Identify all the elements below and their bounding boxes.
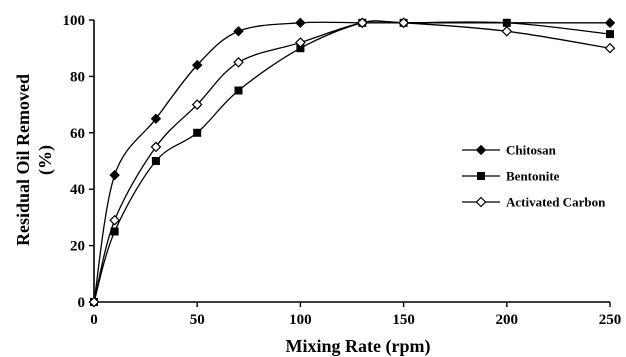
data-point-activated-carbon [398, 17, 409, 29]
data-point-bentonite [151, 157, 160, 165]
series-chitosan [88, 17, 616, 308]
y-axis-label: Residual Oil Removed [13, 74, 33, 246]
legend: Chitosan Bentonite Activated Carbon [462, 143, 606, 210]
data-point-activated-carbon [88, 296, 100, 308]
y-tick-label: 40 [70, 182, 85, 198]
data-point-bentonite [193, 128, 202, 137]
y-tick-label: 60 [70, 126, 85, 142]
x-tick-label: 250 [599, 312, 622, 328]
data-point-bentonite [234, 86, 243, 95]
data-point-chitosan [233, 26, 244, 37]
legend-item-bentonite: Bentonite [462, 169, 560, 184]
y-tick-label: 80 [70, 69, 85, 85]
data-point-activated-carbon [109, 214, 120, 226]
legend-label: Bentonite [506, 169, 560, 184]
x-tick-label: 150 [392, 312, 415, 328]
x-tick-label: 200 [496, 312, 519, 328]
series-line-bentonite [93, 20, 611, 303]
legend-marker [477, 172, 485, 180]
data-point-activated-carbon [501, 25, 513, 37]
data-point-bentonite [606, 30, 614, 39]
data-point-chitosan [109, 169, 120, 181]
data-point-activated-carbon [150, 141, 162, 153]
data-point-bentonite [502, 18, 511, 27]
y-axis-unit-label: (%) [35, 145, 56, 175]
data-point-activated-carbon [604, 42, 616, 54]
x-axis-label: Mixing Rate (rpm) [286, 336, 431, 357]
x-tick-label: 50 [190, 312, 205, 328]
data-point-bentonite [110, 227, 119, 236]
x-tick-label: 100 [289, 312, 312, 328]
axes: 0 20 40 60 80 100 0 50 100 150 200 250 [63, 13, 622, 328]
y-tick-label: 20 [70, 239, 85, 255]
y-tick-label: 100 [63, 13, 86, 29]
series-activated-carbon [88, 17, 616, 308]
series-group [88, 17, 616, 308]
legend-item-chitosan: Chitosan [462, 143, 557, 158]
data-point-activated-carbon [191, 99, 203, 110]
data-point-chitosan [191, 59, 203, 71]
data-point-activated-carbon [295, 37, 306, 48]
data-point-chitosan [604, 17, 616, 29]
legend-label: Chitosan [506, 143, 557, 158]
data-point-activated-carbon [356, 17, 368, 29]
legend-marker [475, 196, 487, 208]
series-line-activated-carbon [93, 20, 611, 303]
legend-item-activated-carbon: Activated Carbon [462, 195, 606, 210]
x-tick-label: 0 [90, 312, 98, 328]
series-bentonite [90, 18, 614, 306]
y-tick-label: 0 [78, 295, 86, 311]
data-point-activated-carbon [233, 56, 244, 68]
legend-label: Activated Carbon [506, 195, 606, 210]
data-point-chitosan [150, 113, 162, 124]
series-line-chitosan [93, 21, 610, 303]
legend-marker [475, 144, 487, 156]
data-point-chitosan [295, 17, 306, 29]
